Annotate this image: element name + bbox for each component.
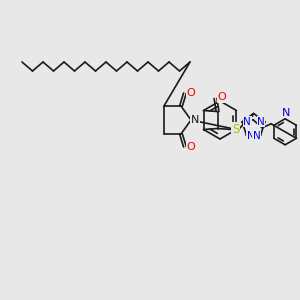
Text: N: N [191, 115, 199, 125]
Text: N: N [253, 131, 260, 141]
Text: N: N [243, 117, 251, 127]
Text: N: N [247, 131, 254, 141]
Text: O: O [217, 92, 226, 103]
Text: O: O [187, 88, 195, 98]
Text: O: O [187, 142, 195, 152]
Text: N: N [282, 108, 290, 118]
Text: S: S [232, 123, 239, 136]
Text: N: N [257, 117, 265, 127]
